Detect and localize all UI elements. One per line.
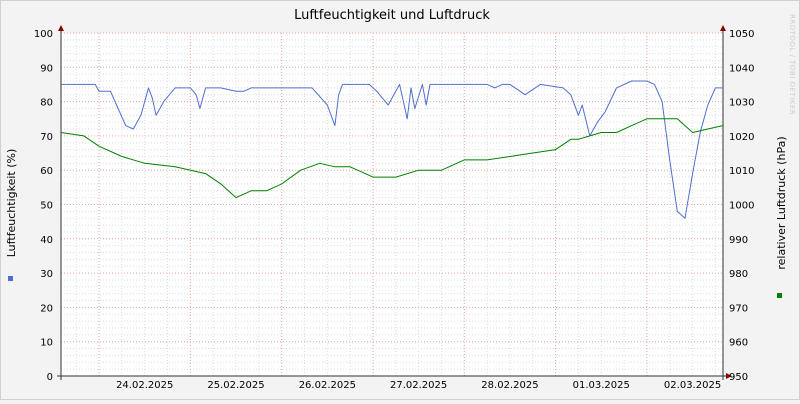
legend-swatch-pressure <box>777 293 782 298</box>
y2-tick-label: 1010 <box>729 166 754 177</box>
y2-axis-label: relativer Luftdruck (hPa) <box>775 136 788 269</box>
x-tick-label: 27.02.2025 <box>390 380 447 391</box>
legend-swatch-humidity <box>8 276 13 281</box>
y-tick-label: 60 <box>40 166 53 177</box>
y-tick-label: 0 <box>47 372 53 383</box>
chart-title: Luftfeuchtigkeit und Luftdruck <box>294 8 490 23</box>
x-axis-arrow <box>726 373 732 379</box>
y2-tick-label: 1000 <box>729 201 754 212</box>
y-tick-label: 50 <box>40 201 53 212</box>
x-tick-label: 24.02.2025 <box>116 380 173 391</box>
y2-tick-label: 990 <box>729 235 748 246</box>
y2-tick-label: 970 <box>729 303 748 314</box>
y-axis-label: Luftfeuchtigkeit (%) <box>5 149 18 258</box>
x-tick-label: 25.02.2025 <box>207 380 264 391</box>
x-tick-label: 01.03.2025 <box>573 380 630 391</box>
y-tick-label: 90 <box>40 63 53 74</box>
y-tick-label: 100 <box>34 29 53 40</box>
y2-tick-label: 1050 <box>729 29 754 40</box>
y-axis-arrow <box>58 25 64 31</box>
tick-labels: 0102030405060708090100950960970980990100… <box>34 29 755 391</box>
y-tick-label: 30 <box>40 269 53 280</box>
y2-tick-label: 960 <box>729 338 748 349</box>
series-layer <box>60 80 724 219</box>
pressure-line <box>60 118 724 199</box>
y-tick-label: 80 <box>40 98 53 109</box>
y-tick-label: 70 <box>40 132 53 143</box>
y2-tick-label: 1040 <box>729 63 754 74</box>
y-tick-label: 40 <box>40 235 53 246</box>
y2-axis-arrow <box>720 25 726 31</box>
grid <box>61 32 723 376</box>
y-tick-label: 20 <box>40 303 53 314</box>
x-tick-label: 02.03.2025 <box>664 380 721 391</box>
axes <box>57 25 732 380</box>
y2-tick-label: 1020 <box>729 132 754 143</box>
y2-tick-label: 950 <box>729 372 748 383</box>
y2-tick-label: 1030 <box>729 98 754 109</box>
watermark: RRDTOOL / TOBI OETIKER <box>788 14 796 115</box>
x-tick-label: 28.02.2025 <box>481 380 538 391</box>
x-tick-label: 26.02.2025 <box>299 380 356 391</box>
y-tick-label: 10 <box>40 338 53 349</box>
y2-tick-label: 980 <box>729 269 748 280</box>
humidity-line <box>61 80 723 219</box>
